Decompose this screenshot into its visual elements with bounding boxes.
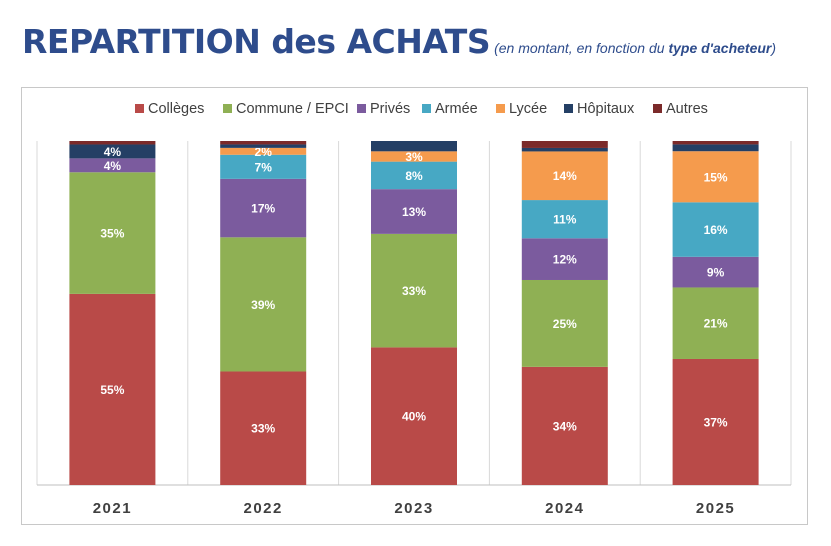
data-label-2024-prives: 12%	[553, 253, 577, 267]
data-label-2022-prives: 17%	[251, 202, 275, 216]
bar-2022-autres	[220, 141, 307, 145]
bar-2021-autres	[69, 141, 156, 145]
bar-2025-hopitaux	[672, 144, 759, 152]
data-label-2022-colleges: 33%	[251, 422, 275, 436]
x-tick-2021: 2021	[93, 500, 132, 517]
bar-2024-commune-epci	[521, 279, 608, 367]
data-label-2024-colleges: 34%	[553, 419, 577, 433]
data-label-2023-prives: 13%	[402, 205, 426, 219]
bar-2023-commune-epci	[371, 233, 457, 348]
data-label-2022-commune-epci: 39%	[251, 298, 275, 312]
bar-2024-prives	[521, 238, 608, 280]
legend-swatch-autres	[653, 104, 662, 113]
data-label-2025-commune-epci: 21%	[704, 317, 728, 331]
bar-2023-colleges	[371, 347, 457, 485]
bar-2025-lycee	[672, 151, 759, 203]
bar-2024-hopitaux	[521, 147, 608, 152]
data-label-2024-commune-epci: 25%	[553, 317, 577, 331]
title-subtitle: (en montant, en fonction du type d'achet…	[494, 40, 776, 56]
legend-swatch-hopitaux	[564, 104, 573, 113]
x-tick-2024: 2024	[545, 500, 584, 517]
bar-2023-hopitaux	[371, 141, 457, 152]
bar-2025-autres	[672, 141, 759, 145]
data-label-2023-colleges: 40%	[402, 410, 426, 424]
legend-swatch-armee	[422, 104, 431, 113]
chart-title: REPARTITION des ACHATS (en montant, en fo…	[22, 22, 776, 61]
x-tick-2022: 2022	[244, 500, 283, 517]
bar-2021-hopitaux	[69, 144, 156, 159]
legend-label-armee: Armée	[435, 101, 478, 117]
data-label-2023-lycee: 3%	[405, 150, 423, 164]
legend-label-lycee: Lycée	[509, 101, 547, 117]
bar-2023-lycee	[371, 151, 457, 162]
data-label-2025-armee: 16%	[704, 223, 728, 237]
legend-swatch-lycee	[496, 104, 505, 113]
bar-2021-commune-epci	[69, 172, 156, 294]
data-label-2022-armee: 7%	[255, 160, 273, 174]
bar-2022-colleges	[220, 371, 307, 485]
data-label-2023-armee: 8%	[405, 169, 423, 183]
bar-2024-armee	[521, 200, 608, 239]
data-label-2025-lycee: 15%	[704, 170, 728, 184]
bar-2022-commune-epci	[220, 237, 307, 372]
x-tick-2023: 2023	[394, 500, 433, 517]
bar-2022-hopitaux	[220, 144, 307, 148]
x-tick-2025: 2025	[696, 500, 735, 517]
bar-2021-prives	[69, 158, 156, 173]
data-label-2022-lycee: 2%	[255, 145, 273, 159]
bar-2024-colleges	[521, 366, 608, 485]
bar-2025-commune-epci	[672, 287, 759, 359]
data-label-2021-prives: 4%	[104, 159, 122, 173]
legend-label-commune-epci: Commune / EPCI	[236, 101, 349, 117]
bar-2025-colleges	[672, 358, 759, 485]
subtitle-pre: (en montant, en fonction du	[494, 40, 669, 56]
legend-swatch-prives	[357, 104, 366, 113]
legend-swatch-commune-epci	[223, 104, 232, 113]
data-label-2024-armee: 11%	[553, 213, 577, 227]
bar-2024-lycee	[521, 151, 608, 201]
bar-2025-prives	[672, 256, 759, 288]
bar-2025-armee	[672, 202, 759, 257]
bar-2021-colleges	[69, 293, 156, 485]
bar-2022-prives	[220, 178, 307, 238]
legend-swatch-colleges	[135, 104, 144, 113]
data-label-2021-colleges: 55%	[100, 383, 124, 397]
subtitle-bold: type d'acheteur	[668, 40, 772, 56]
data-label-2025-colleges: 37%	[704, 415, 728, 429]
bar-2024-autres	[521, 141, 608, 148]
data-label-2024-lycee: 14%	[553, 169, 577, 183]
legend-label-hopitaux: Hôpitaux	[577, 101, 635, 117]
bar-2022-armee	[220, 154, 307, 179]
data-label-2023-commune-epci: 33%	[402, 284, 426, 298]
bar-2023-prives	[371, 189, 457, 234]
legend-label-autres: Autres	[666, 101, 708, 117]
data-label-2021-hopitaux: 4%	[104, 145, 122, 159]
data-label-2025-prives: 9%	[707, 266, 725, 280]
legend-label-colleges: Collèges	[148, 101, 204, 117]
chart-frame	[21, 87, 808, 525]
bar-2022-lycee	[220, 147, 307, 155]
title-main: REPARTITION des ACHATS	[22, 22, 491, 61]
bar-2023-armee	[371, 161, 457, 190]
subtitle-post: )	[771, 40, 777, 56]
data-label-2021-commune-epci: 35%	[100, 227, 124, 241]
legend-label-prives: Privés	[370, 101, 410, 117]
